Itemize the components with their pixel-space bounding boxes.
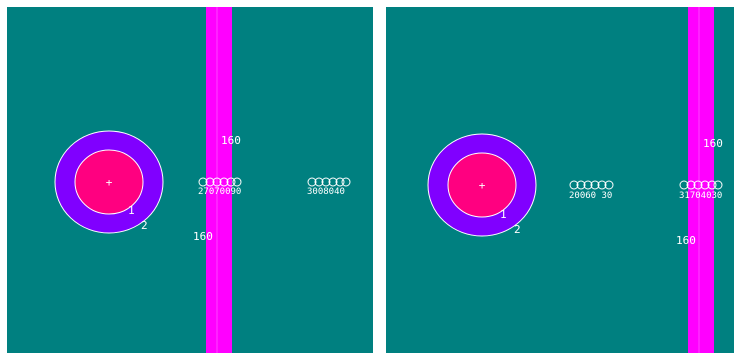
right-cluster-b-text: 31704030	[679, 191, 722, 201]
left-cluster-b-text: 3008040	[307, 187, 345, 197]
left-stripe-label-bottom: 160	[193, 230, 213, 243]
left-marker-cluster-b: 3008040	[307, 177, 351, 197]
right-marker-cluster-a: 20060 30	[569, 180, 614, 201]
right-center-mark: +	[479, 179, 486, 192]
right-stripe-label-bottom: 160	[676, 234, 696, 247]
left-panel: + 1 2 160 160 27070090 3008040	[7, 7, 373, 353]
left-outer-label: 2	[141, 219, 148, 232]
left-marker-cluster-a: 27070090	[198, 177, 242, 197]
right-outer-label: 2	[514, 223, 521, 236]
left-inner-label: 1	[128, 204, 135, 217]
right-cluster-a-text: 20060 30	[569, 191, 612, 201]
right-panel: + 1 2 160 160 20060 30 31704030	[386, 7, 734, 353]
right-inner-label: 1	[500, 208, 507, 221]
right-inner-circle	[447, 152, 517, 218]
right-vertical-stripe	[688, 7, 714, 353]
left-cluster-a-text: 27070090	[198, 187, 241, 197]
left-panel-drawing: + 1 2 160 160 27070090 3008040	[7, 7, 373, 353]
left-inner-circle	[74, 149, 144, 215]
right-stripe-label-top: 160	[703, 137, 723, 150]
right-panel-drawing: + 1 2 160 160 20060 30 31704030	[386, 7, 734, 353]
right-marker-cluster-b: 31704030	[679, 180, 723, 201]
left-center-mark: +	[106, 176, 113, 189]
left-stripe-label-top: 160	[221, 134, 241, 147]
